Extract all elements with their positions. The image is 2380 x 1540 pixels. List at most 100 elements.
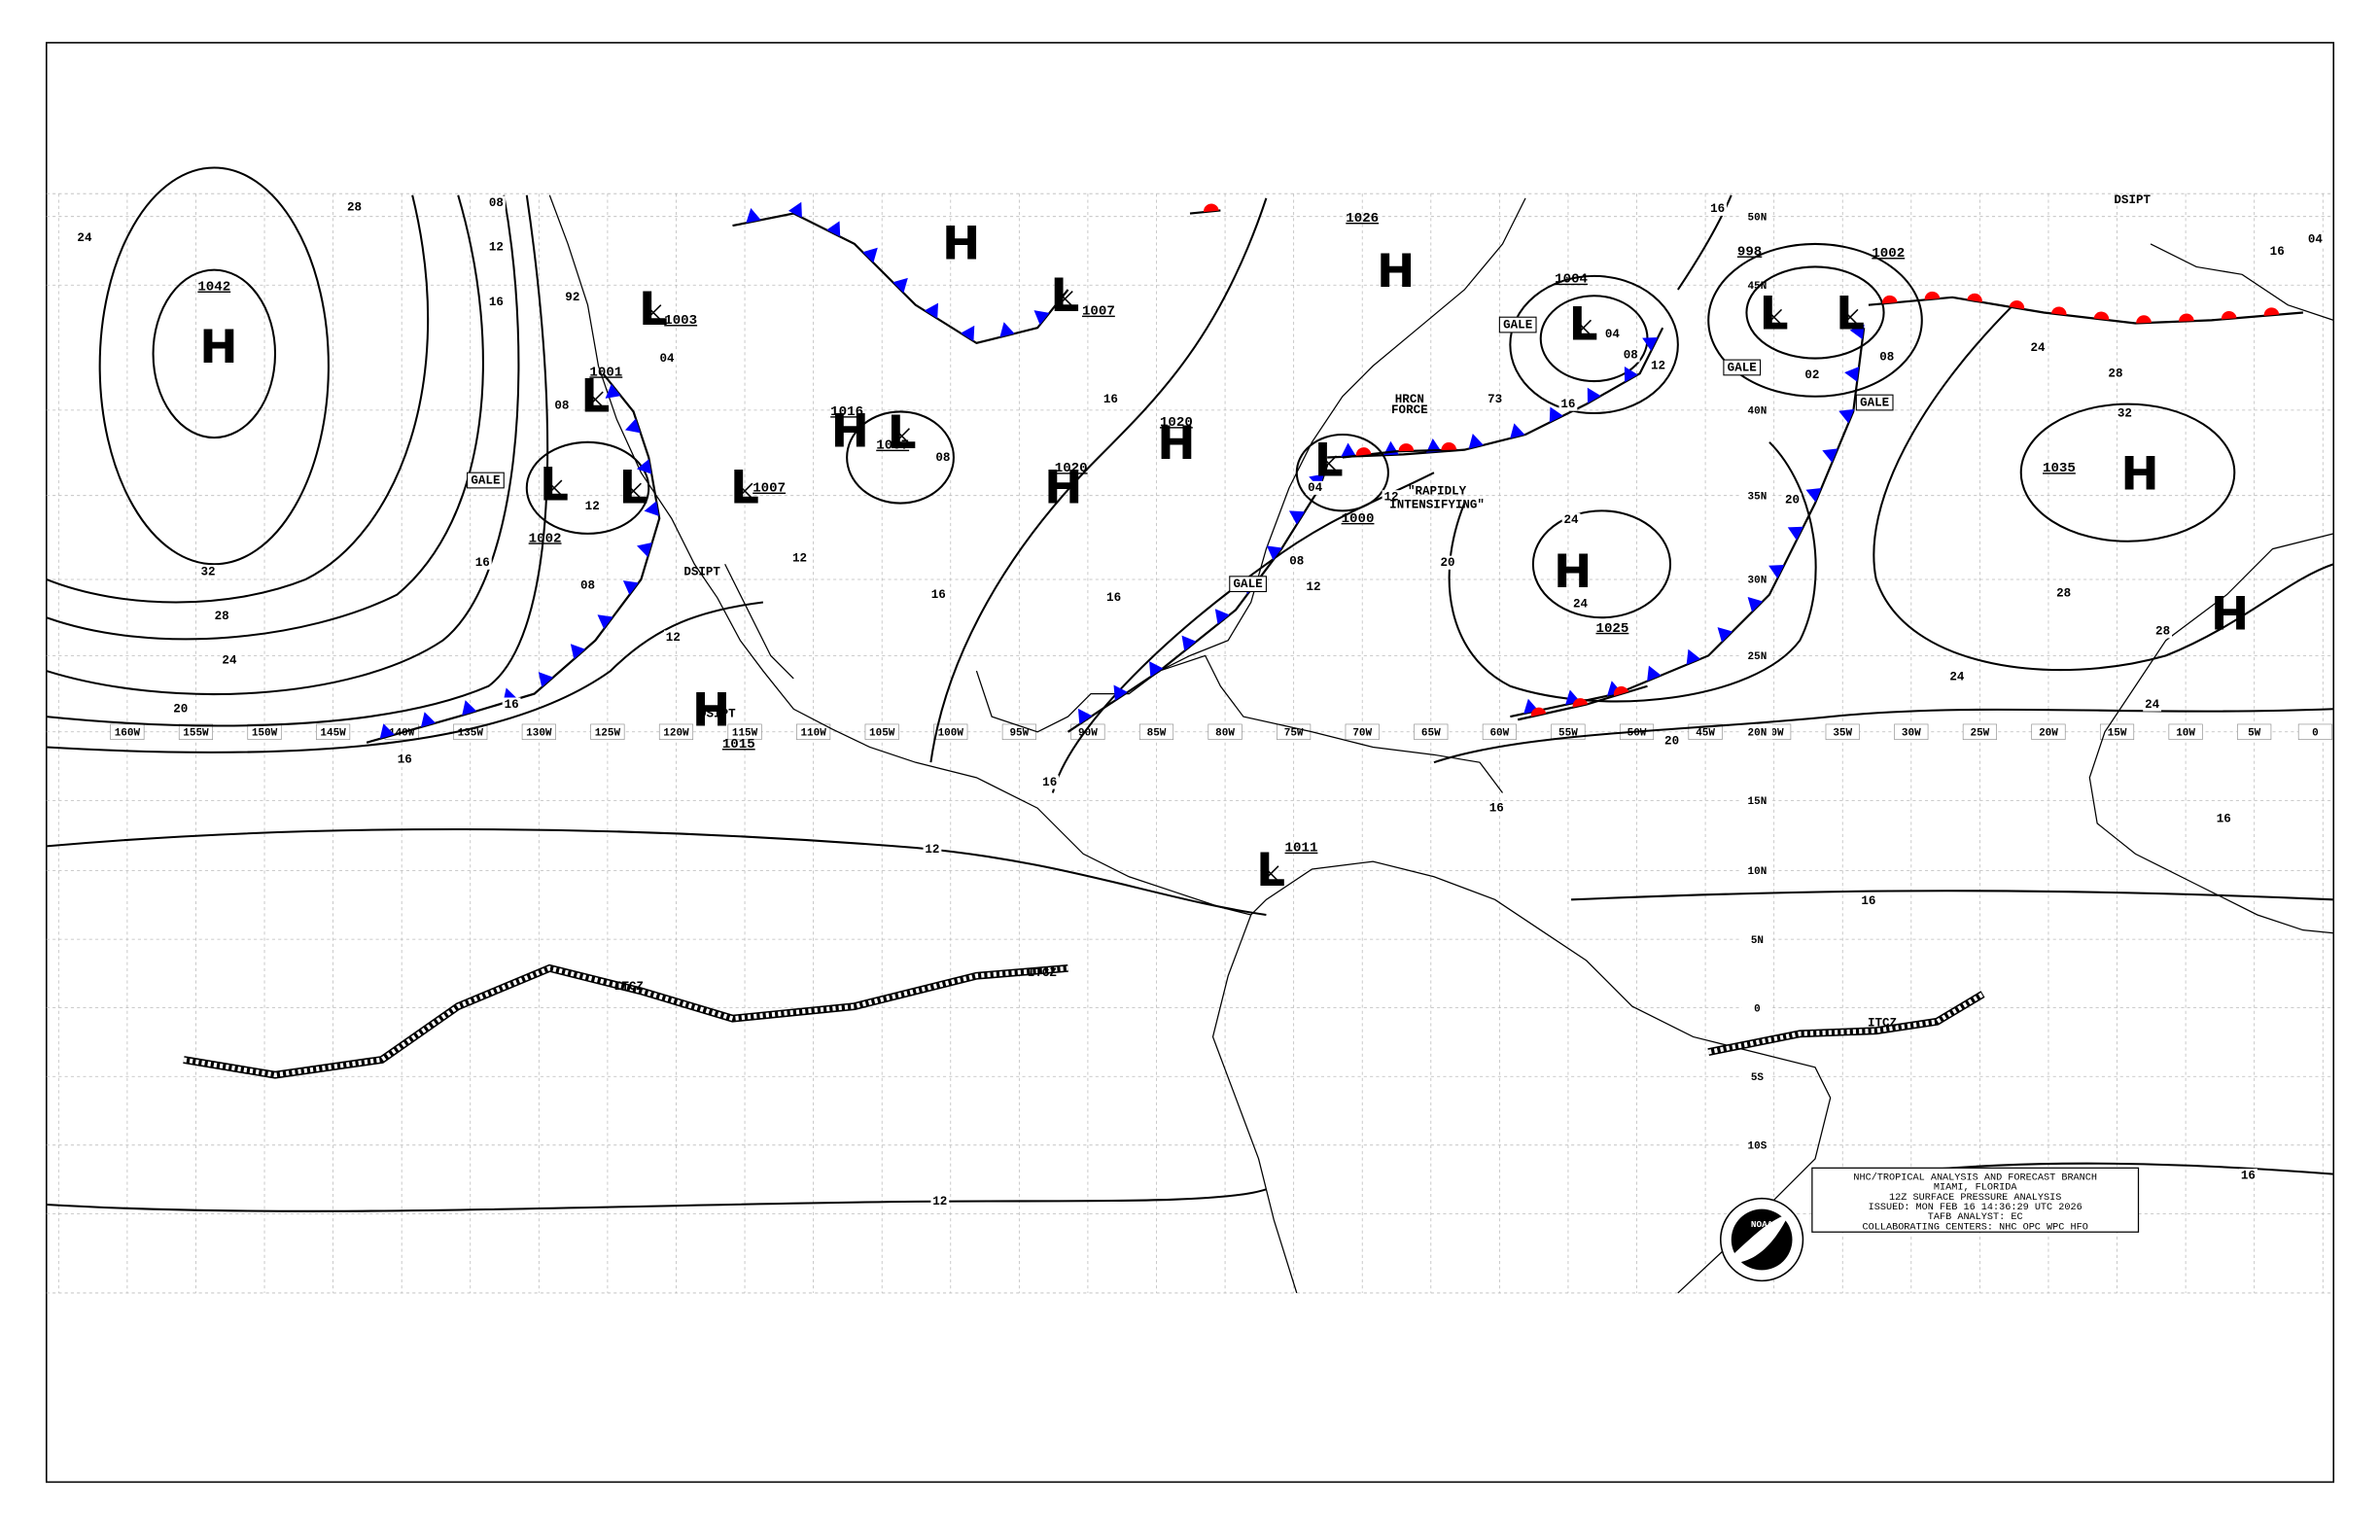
isobar-label-bg	[1104, 590, 1123, 605]
isobar-label: 16	[1861, 894, 1875, 908]
cold-front	[1327, 327, 1664, 459]
pressure-center-value: 1007	[876, 438, 909, 454]
isobar	[2019, 402, 2236, 542]
isobar-label-bg	[2306, 232, 2325, 247]
pressure-center-symbol: H	[2120, 447, 2158, 501]
isobar	[525, 440, 650, 535]
pressure-center-value: 1020	[1055, 461, 1088, 476]
latitude-label: 15N	[1748, 796, 1768, 808]
isobar-label: 28	[2056, 586, 2071, 600]
latitude-label-box	[1741, 648, 1773, 664]
warm-front-pip	[2093, 311, 2110, 321]
isobar-label: 92	[565, 291, 579, 304]
annotation: ITCZ	[1028, 966, 1057, 980]
longitude-label-box	[178, 723, 214, 740]
isobar	[1707, 242, 1923, 398]
cold-front-pip	[462, 700, 477, 716]
isobar-label-bg	[923, 842, 942, 857]
longitude-label-box	[864, 723, 899, 740]
longitude-label-box	[1894, 723, 1929, 740]
isobar-label: 16	[1489, 802, 1504, 816]
pressure-center-value: 1025	[1595, 621, 1628, 637]
longitude-label: 90W	[1078, 727, 1098, 739]
isobar	[1509, 274, 1679, 415]
pressure-center-symbol: H	[831, 404, 869, 458]
low-position-mark	[893, 428, 910, 444]
isobar-label-bg	[1877, 349, 1897, 365]
isobar-label-bg	[472, 555, 492, 570]
longitude-label: 5W	[2248, 727, 2261, 739]
low-position-mark	[736, 482, 753, 500]
isobar-label: 20	[173, 703, 188, 717]
cold-front-pip	[1844, 367, 1860, 382]
isobar-label: 24	[77, 231, 92, 245]
isobar-label-bg	[198, 565, 218, 579]
isobar-label: 24	[222, 653, 237, 667]
warm-front-pip	[2263, 307, 2280, 316]
isobar-label: 24	[2030, 341, 2046, 355]
longitude-label-box	[1825, 723, 1860, 740]
cold-front-pip	[1768, 565, 1785, 579]
isobar-label: 24	[1564, 513, 1580, 527]
annotation: ITCZ	[1868, 1017, 1897, 1031]
longitude-label: 145W	[320, 727, 346, 739]
low-position-mark	[1320, 455, 1338, 472]
info-box-line: TAFB ANALYST: EC	[1928, 1212, 2023, 1223]
isobar-label-bg	[1708, 201, 1728, 216]
latitude-label: 10S	[1748, 1140, 1768, 1152]
cold-front-pip	[1647, 665, 1662, 682]
latitude-label-box	[1741, 572, 1773, 587]
low-position-mark	[625, 482, 642, 500]
isobar-label: 28	[215, 610, 229, 623]
latitude-label: 40N	[1748, 406, 1768, 418]
longitude-label: 35W	[1833, 727, 1852, 739]
isobar	[1872, 303, 2334, 672]
cold-front-pip	[420, 712, 437, 727]
isobar-label-bg	[582, 499, 602, 513]
isobar-label-bg	[75, 230, 94, 245]
annotation: GALE	[1860, 396, 1890, 409]
longitude-label-box	[658, 723, 694, 740]
latitude-label-box	[1741, 931, 1773, 947]
cold-front-pip	[1822, 448, 1838, 463]
gale-box	[1723, 359, 1762, 376]
latitude-label-box	[1741, 999, 1773, 1016]
cold-front-pip	[1805, 487, 1822, 503]
gale-box	[1498, 316, 1537, 333]
latitude-label: 5N	[1751, 935, 1764, 947]
grid: 160W 155W 150W 145W 140W 135W 130W 125W 120W 115W…	[46, 192, 2334, 1294]
cold-front-pip	[1624, 366, 1638, 383]
pressure-center-value: 1016	[830, 404, 863, 420]
isobar-label: 12	[1383, 491, 1398, 505]
longitude-label: 75W	[1284, 727, 1304, 739]
pressure-center-value: 1004	[1555, 272, 1588, 288]
latitude-label: 50N	[1748, 212, 1768, 224]
pressure-center-symbol: H	[1377, 245, 1415, 298]
warm-front-pip	[2136, 315, 2152, 324]
info-box-line: COLLABORATING CENTERS: NHC OPC WPC HFO	[1863, 1222, 2088, 1233]
isobar-label: 20	[1441, 556, 1455, 570]
isobar-label-bg	[2115, 405, 2134, 421]
isobar-label-bg	[928, 587, 948, 602]
longitude-label-box	[1551, 723, 1586, 740]
warm-front-pip	[2179, 313, 2194, 322]
cold-front-pip	[636, 459, 652, 474]
longitude-label-box	[1414, 723, 1449, 740]
pressure-center-value: 1042	[197, 280, 230, 296]
longitude-label-box	[1482, 723, 1517, 740]
isobar-label-bg	[1487, 801, 1506, 816]
fronts	[183, 201, 2303, 1079]
isobar-label-bg	[1621, 348, 1640, 363]
isobar-label: 12	[932, 1195, 947, 1208]
longitude-label: 15W	[2108, 727, 2127, 739]
longitude-label: 105W	[869, 727, 895, 739]
isobar-label: 16	[1560, 398, 1575, 411]
annotation: GALE	[1503, 318, 1533, 332]
isobar-label-bg	[552, 399, 572, 413]
pressure-center-symbol: H	[1157, 417, 1195, 471]
cold-front-pip	[924, 302, 939, 319]
cold-front-pip	[892, 277, 908, 294]
isobar-label-bg	[2106, 367, 2125, 381]
isobar	[46, 1188, 1267, 1212]
